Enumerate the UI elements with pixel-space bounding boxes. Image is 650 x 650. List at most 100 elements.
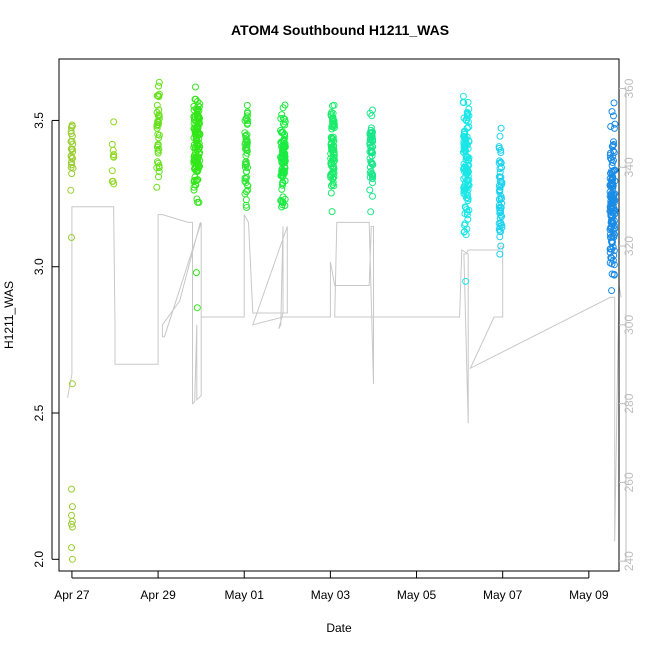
data-point [330, 101, 338, 109]
data-point [281, 164, 289, 172]
data-point [607, 212, 615, 220]
data-point [464, 172, 472, 180]
data-point [497, 204, 505, 212]
data-point [497, 242, 505, 250]
point-cluster [190, 83, 204, 312]
data-point [243, 168, 251, 176]
data-point [68, 122, 76, 130]
data-point [496, 223, 504, 230]
point-cluster [327, 101, 338, 216]
data-point [191, 181, 199, 188]
data-point [610, 222, 618, 230]
data-point [609, 142, 617, 149]
data-point [281, 140, 289, 148]
data-point [67, 127, 75, 135]
data-point [194, 166, 202, 174]
data-point [330, 154, 338, 162]
data-point [108, 140, 116, 148]
point-cluster [277, 101, 289, 211]
data-point [68, 380, 76, 388]
data-point [497, 173, 505, 181]
point-cluster [108, 118, 118, 188]
data-point [607, 167, 615, 175]
data-point [67, 138, 75, 145]
data-point [366, 163, 374, 171]
data-point [68, 555, 76, 563]
data-point [463, 153, 471, 161]
data-point [610, 124, 618, 132]
data-point [369, 192, 376, 200]
scatter-points [67, 78, 619, 563]
data-point [369, 136, 376, 144]
data-point [497, 146, 505, 154]
data-point [192, 83, 199, 91]
x-tick-label: May 03 [311, 588, 351, 602]
data-point [610, 112, 617, 120]
data-point [155, 93, 163, 101]
data-point [497, 195, 505, 203]
data-point [154, 142, 162, 150]
data-point [277, 127, 285, 134]
data-point [68, 234, 75, 241]
data-point [244, 182, 252, 190]
data-point [196, 130, 204, 138]
y-tick-label: 2.5 [32, 404, 46, 421]
data-point [68, 161, 76, 169]
data-point [610, 247, 618, 255]
point-cluster [366, 106, 377, 216]
data-point [496, 233, 504, 241]
data-point [609, 180, 617, 187]
data-point [329, 150, 337, 157]
data-point [109, 177, 117, 185]
data-point [68, 503, 76, 511]
data-point [607, 204, 615, 212]
x-tick-label: Apr 27 [54, 588, 90, 602]
x-axis: Apr 27 Apr 29 May 01 May 03 May 05 May 07 May … [54, 571, 609, 602]
data-point [465, 156, 473, 164]
data-point [192, 269, 200, 277]
data-point [608, 239, 616, 247]
data-point [610, 99, 618, 107]
data-point [281, 115, 289, 123]
data-point [328, 208, 336, 216]
data-point [367, 130, 375, 138]
data-point [279, 120, 287, 128]
secondary-y-tick-label: 300 [622, 315, 636, 335]
data-point [196, 148, 203, 156]
data-point [607, 149, 614, 157]
data-point [155, 134, 163, 142]
data-point [465, 176, 473, 184]
y-tick-label: 3.5 [32, 112, 46, 129]
data-point [327, 171, 335, 179]
data-point [465, 138, 473, 145]
data-point [462, 169, 470, 177]
data-point [366, 186, 374, 194]
data-point [497, 228, 504, 236]
data-point [497, 208, 505, 215]
data-point [242, 158, 250, 166]
data-point [68, 523, 76, 531]
data-point [607, 156, 615, 164]
data-point [608, 189, 616, 197]
data-point [610, 141, 618, 148]
data-point [610, 210, 618, 218]
data-point [608, 195, 616, 202]
data-point [243, 115, 251, 123]
data-point [244, 119, 251, 127]
data-point [241, 145, 249, 153]
data-point [462, 194, 470, 202]
data-point [154, 112, 162, 120]
data-point [607, 123, 615, 130]
data-point [67, 152, 75, 160]
data-point [606, 259, 614, 267]
point-cluster [495, 124, 506, 258]
data-point [69, 164, 77, 172]
data-point [496, 250, 504, 258]
data-point [610, 149, 618, 156]
data-point [242, 132, 250, 140]
data-point [465, 181, 473, 189]
data-point [462, 231, 470, 239]
data-point [463, 211, 471, 219]
data-point [496, 186, 504, 194]
data-point [498, 178, 506, 186]
